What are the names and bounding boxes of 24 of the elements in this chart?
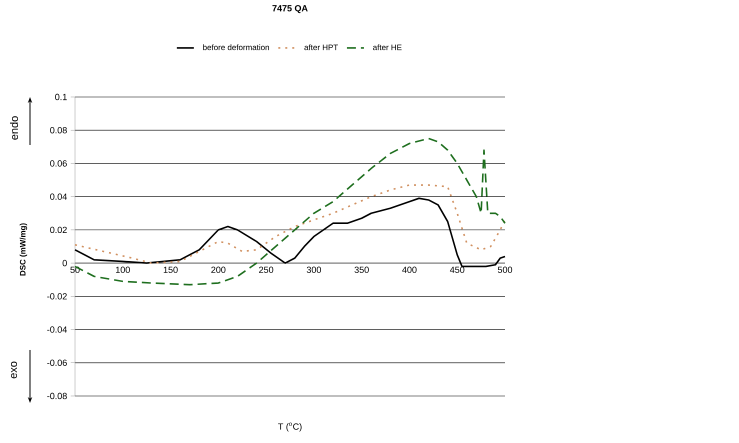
chart-title: 7475 QA xyxy=(272,5,308,14)
y-tick-label: -0.04 xyxy=(47,326,67,333)
y-tick-label: -0.02 xyxy=(47,293,67,300)
x-tick-label: 300 xyxy=(306,266,322,273)
y-tick-label: 0.08 xyxy=(50,127,67,134)
y-tick-label: 0.06 xyxy=(50,160,67,167)
x-tick-label: 250 xyxy=(259,266,274,273)
x-tick-label: 400 xyxy=(402,266,417,273)
x-tick-label: 350 xyxy=(354,266,369,273)
x-tick-label: 100 xyxy=(116,266,130,273)
x-tick-label: 500 xyxy=(498,266,512,273)
y-tick-label: 0.1 xyxy=(55,94,67,100)
y-tick-label: 0 xyxy=(62,260,67,266)
x-axis-title: T ($^{o}$C) xyxy=(278,422,302,432)
x-tick-label: 150 xyxy=(164,266,178,273)
y-tick-label: 0.02 xyxy=(50,226,67,234)
line-series xyxy=(74,184,506,264)
x-tick-label: 200 xyxy=(211,266,226,273)
text: endo xyxy=(10,116,18,140)
y-tick-label: -0.06 xyxy=(47,360,67,366)
x-tick-label: 450 xyxy=(450,266,464,273)
text: exo xyxy=(11,362,18,378)
y-tick-label: -0.08 xyxy=(47,392,67,400)
y-tick-label: 0.04 xyxy=(50,193,67,200)
